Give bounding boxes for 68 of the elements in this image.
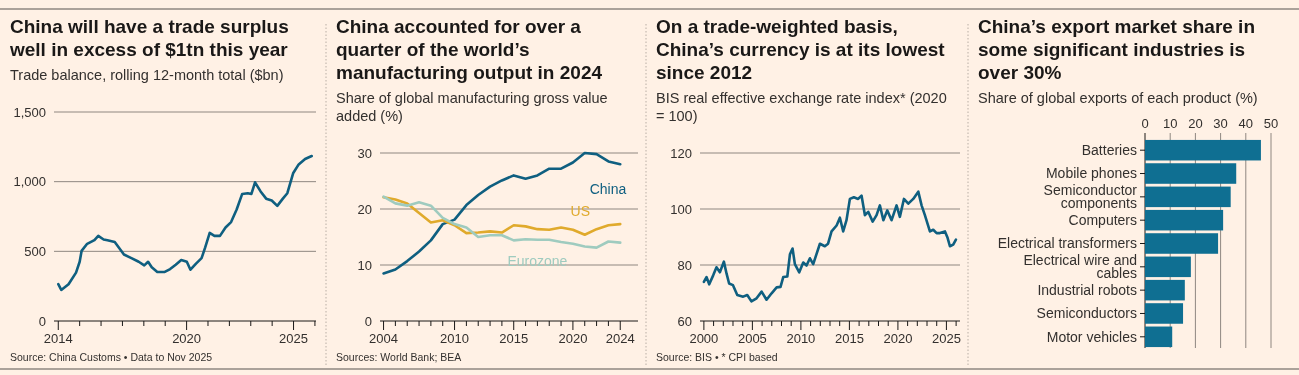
chart-subtitle: Share of global exports of each product (%) — [978, 90, 1258, 106]
x-tick-label: 2010 — [786, 331, 816, 346]
x-tick-label: 30 — [1213, 116, 1228, 131]
y-tick-label: 120 — [670, 145, 692, 161]
bar — [1145, 209, 1224, 231]
y-tick-label: Batteries — [1081, 142, 1137, 159]
y-tick-label: Electrical wire and cables — [1023, 252, 1137, 282]
line-series — [382, 195, 622, 249]
x-tick-label: 2025 — [931, 331, 961, 346]
x-tick-label: 40 — [1238, 116, 1254, 131]
source-note: Source: BIS • * CPI based — [656, 351, 778, 363]
bar — [1145, 303, 1184, 324]
line-series — [382, 195, 622, 237]
chart-subtitle: Share of global manufacturing gross value added (%) — [336, 90, 608, 124]
chart-title: On a trade-weighted basis, China’s currency is at its lowest since 2012 — [656, 16, 946, 83]
x-tick-label: 50 — [1263, 116, 1279, 131]
line-series — [702, 190, 958, 303]
y-tick-label: Industrial robots — [1037, 282, 1137, 299]
y-tick-label: Semiconductors — [1036, 305, 1137, 322]
bar — [1145, 256, 1191, 278]
x-tick-label: 2000 — [689, 331, 719, 346]
chart-subtitle: Trade balance, rolling 12-month total ($bn) — [10, 67, 284, 83]
x-tick-label: 2020 — [558, 331, 588, 346]
chart-title: China’s export market share in some significant industries is over 30% — [978, 16, 1256, 83]
y-tick-label: Semiconductor components — [1043, 182, 1138, 212]
y-tick-label: 100 — [670, 201, 692, 217]
bar — [1145, 139, 1261, 161]
series-label: US — [570, 203, 590, 220]
x-tick-label: 2005 — [737, 331, 767, 346]
x-tick-label: 0 — [1141, 116, 1149, 131]
series-label: Eurozone — [507, 252, 568, 269]
x-tick-label: 2024 — [605, 331, 635, 346]
line-series — [56, 154, 314, 292]
x-tick-label: 20 — [1188, 116, 1203, 131]
y-tick-label: 10 — [357, 257, 372, 273]
chart-title: China accounted for over a quarter of the world’s manufacturing output in 2024 — [336, 16, 603, 83]
x-tick-label: 2014 — [43, 331, 73, 346]
y-tick-label: 500 — [24, 243, 46, 259]
y-tick-label: 20 — [357, 201, 372, 217]
y-tick-label: Electrical transformers — [997, 235, 1137, 252]
y-tick-label: 1,500 — [13, 104, 46, 120]
x-tick-label: 2015 — [834, 331, 864, 346]
y-tick-label: 0 — [364, 313, 372, 329]
x-tick-label: 2020 — [883, 331, 913, 346]
x-tick-label: 2010 — [440, 331, 470, 346]
bar — [1145, 279, 1185, 301]
x-tick-label: 2025 — [279, 331, 308, 346]
chart-title: China will have a trade surplus well in excess of $1tn this year — [9, 16, 289, 60]
x-tick-label: 2015 — [499, 331, 529, 346]
bar — [1145, 163, 1237, 184]
y-tick-label: 0 — [38, 313, 46, 329]
y-tick-label: 80 — [677, 257, 692, 273]
y-tick-label: Mobile phones — [1045, 165, 1137, 182]
y-tick-label: 1,000 — [13, 174, 46, 190]
source-note: Sources: World Bank; BEA — [336, 351, 462, 363]
chart-subtitle: BIS real effective exchange rate index* (2020 = 100) — [656, 90, 947, 124]
y-tick-label: Computers — [1068, 212, 1137, 229]
series-label: China — [589, 181, 627, 198]
x-tick-label: 2020 — [172, 331, 202, 346]
x-tick-label: 10 — [1162, 116, 1178, 131]
y-tick-label: Motor vehicles — [1046, 328, 1137, 345]
bar — [1145, 186, 1231, 208]
y-tick-label: 30 — [357, 145, 372, 161]
bar — [1145, 326, 1173, 348]
x-tick-label: 2004 — [369, 331, 399, 346]
y-tick-label: 60 — [677, 313, 692, 329]
bar — [1145, 233, 1219, 254]
source-note: Source: China Customs • Data to Nov 2025 — [10, 351, 213, 363]
